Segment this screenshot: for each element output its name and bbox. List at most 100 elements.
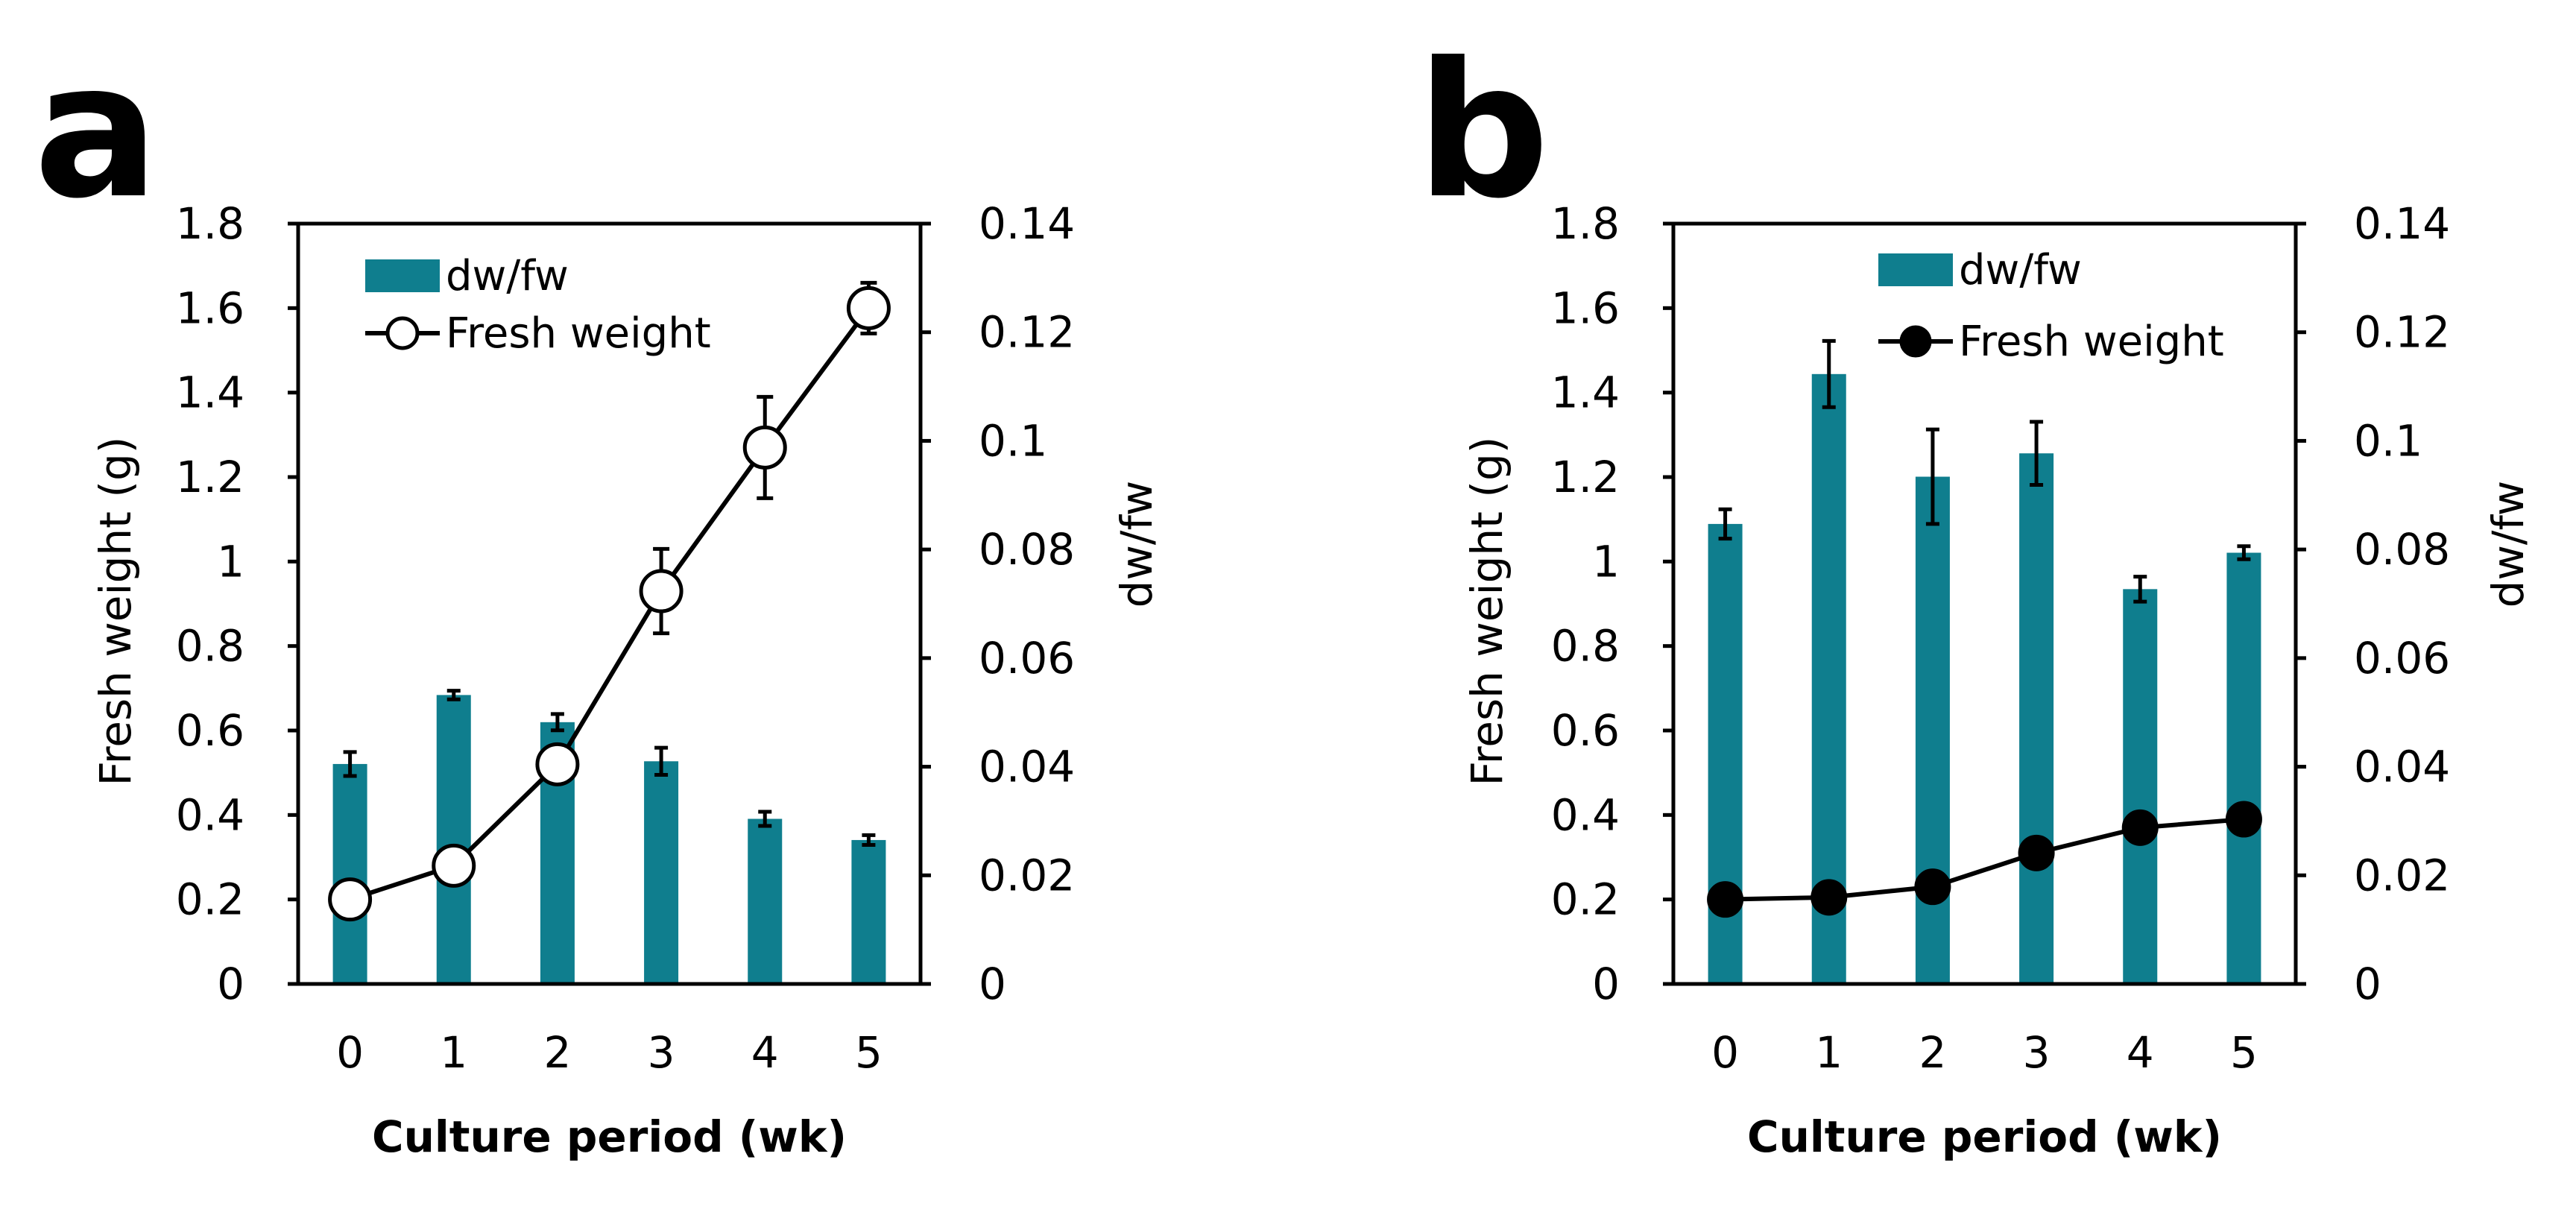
panel-label: a <box>34 22 160 239</box>
point-fresh-weight-2 <box>1914 868 1951 906</box>
chart-panel-b: b 0 0.2 0.4 0.6 0.8 1 1.2 1.4 1.6 1.8 0 0.02 0.04 0.06… <box>1416 22 2534 1162</box>
y-axis-title: Fresh weight (g) <box>1462 437 1512 786</box>
point-fresh-weight-0 <box>1707 881 1744 918</box>
point-fresh-weight-4 <box>2121 809 2159 846</box>
panel-label: b <box>1416 22 1550 239</box>
errorbar-dwfw-2 <box>1925 427 1939 526</box>
errorbar-dwfw-1 <box>1822 338 1836 409</box>
legend-label-fresh-weight: Fresh weight <box>1959 318 2224 366</box>
x-tick-label: 2 <box>1919 1027 1946 1078</box>
bar-dwfw-5 <box>851 839 886 984</box>
y2-axis-title: dw/fw <box>1111 481 1162 608</box>
bar-dwfw-0 <box>332 763 367 984</box>
point-fresh-weight-5 <box>2225 801 2262 838</box>
bar-dwfw-3 <box>644 761 679 984</box>
y-tick-label: 1.6 <box>1551 283 1620 333</box>
x-tick-label: 5 <box>2230 1027 2258 1078</box>
y2-tick-label: 0.04 <box>2354 742 2450 792</box>
y2-tick-label: 0 <box>979 959 1006 1009</box>
legend-marker <box>385 316 420 350</box>
x-tick-label: 3 <box>648 1027 675 1078</box>
y-tick-label: 1.2 <box>1551 452 1620 502</box>
y-tick-label: 1.6 <box>176 283 244 333</box>
legend-swatch-bar <box>1878 253 1953 286</box>
y-tick-label: 0.2 <box>1551 874 1620 925</box>
line-fresh-weight <box>1725 817 2244 902</box>
legend-label-fresh-weight: Fresh weight <box>446 309 711 358</box>
x-tick-label: 1 <box>1815 1027 1843 1078</box>
legend-swatch-bar <box>365 259 440 292</box>
y2-axis-title: dw/fw <box>2483 481 2534 608</box>
legend-label-dwfw: dw/fw <box>1959 246 2082 294</box>
y2-tick-label: 0.1 <box>979 415 1047 466</box>
y2-tick-label: 0.02 <box>2354 850 2450 900</box>
plot-frame <box>1671 221 2298 986</box>
errorbar-dwfw-0 <box>343 750 357 778</box>
y2-tick-label: 0.12 <box>979 307 1075 358</box>
y-tick-label: 0.6 <box>176 705 244 756</box>
x-tick-label: 4 <box>2127 1027 2154 1078</box>
y-tick-label: 0 <box>217 959 244 1009</box>
y2-tick-label: 0.06 <box>2354 633 2450 684</box>
point-fresh-weight-0 <box>328 877 373 922</box>
errorbar-dwfw-3 <box>654 745 669 777</box>
legend: dw/fw Fresh weight <box>365 252 711 358</box>
y2-tick-label: 0 <box>2354 959 2381 1009</box>
chart-panel-a: a 0 0.2 0.4 0.6 0.8 1 1.2 1.4 1.6 1.8 0 0.02 0.04 0.06… <box>34 22 1162 1162</box>
y-tick-label: 1 <box>217 536 244 587</box>
point-fresh-weight-3 <box>639 569 684 613</box>
x-tick-label: 5 <box>855 1027 883 1078</box>
errorbar-dwfw-1 <box>446 689 461 701</box>
y-tick-label: 0.4 <box>1551 789 1620 840</box>
errorbar-dwfw-4 <box>2133 575 2147 604</box>
x-axis-title: Culture period (wk) <box>372 1111 847 1162</box>
bar-dwfw-4 <box>748 818 783 984</box>
x-tick-label: 0 <box>1711 1027 1739 1078</box>
point-fresh-weight-1 <box>432 843 476 888</box>
x-axis-title: Culture period (wk) <box>1747 1111 2222 1162</box>
point-fresh-weight-2 <box>535 742 580 786</box>
errorbar-dwfw-3 <box>2030 420 2044 487</box>
y-tick-label: 1.4 <box>176 367 244 418</box>
y2-tick-label: 0.08 <box>979 524 1075 575</box>
y-tick-label: 0 <box>1592 959 1620 1009</box>
errorbar-dwfw-5 <box>2237 544 2251 561</box>
x-tick-label: 0 <box>336 1027 364 1078</box>
errorbar-dwfw-2 <box>550 712 564 733</box>
y-tick-label: 0.2 <box>176 874 244 925</box>
y-tick-label: 0.8 <box>176 621 244 672</box>
errorbar-dwfw-4 <box>758 810 772 828</box>
y-tick-label: 1.8 <box>176 198 244 249</box>
y-tick-label: 1.4 <box>1551 367 1620 418</box>
errorbar-dwfw-5 <box>862 833 876 847</box>
legend-marker <box>1899 325 1932 358</box>
y2-tick-label: 0.14 <box>2354 198 2450 249</box>
y-tick-label: 1.8 <box>1551 198 1620 249</box>
point-fresh-weight-3 <box>2018 834 2055 871</box>
y2-tick-label: 0.1 <box>2354 415 2422 466</box>
bar-dwfw-4 <box>2123 589 2158 984</box>
plot-frame <box>296 221 923 986</box>
y2-tick-label: 0.14 <box>979 198 1075 249</box>
x-tick-label: 3 <box>2023 1027 2051 1078</box>
y-tick-label: 0.8 <box>1551 621 1620 672</box>
bar-dwfw-5 <box>2226 552 2261 984</box>
point-fresh-weight-4 <box>742 425 787 470</box>
y-tick-label: 1.2 <box>176 452 244 502</box>
x-tick-label: 1 <box>440 1027 467 1078</box>
x-tick-label: 2 <box>543 1027 571 1078</box>
x-tick-label: 4 <box>751 1027 779 1078</box>
y-axis-title: Fresh weight (g) <box>90 437 141 786</box>
point-fresh-weight-5 <box>846 285 891 330</box>
errorbar-dwfw-0 <box>1718 507 1732 541</box>
y-tick-label: 0.4 <box>176 789 244 840</box>
legend: dw/fw Fresh weight <box>1878 246 2224 366</box>
line-fresh-weight <box>349 306 871 902</box>
y2-tick-label: 0.12 <box>2354 307 2450 358</box>
bar-dwfw-1 <box>436 695 471 984</box>
point-fresh-weight-1 <box>1811 879 1848 916</box>
y2-tick-label: 0.04 <box>979 742 1075 792</box>
y2-tick-label: 0.02 <box>979 850 1075 900</box>
legend-label-dwfw: dw/fw <box>446 252 569 300</box>
